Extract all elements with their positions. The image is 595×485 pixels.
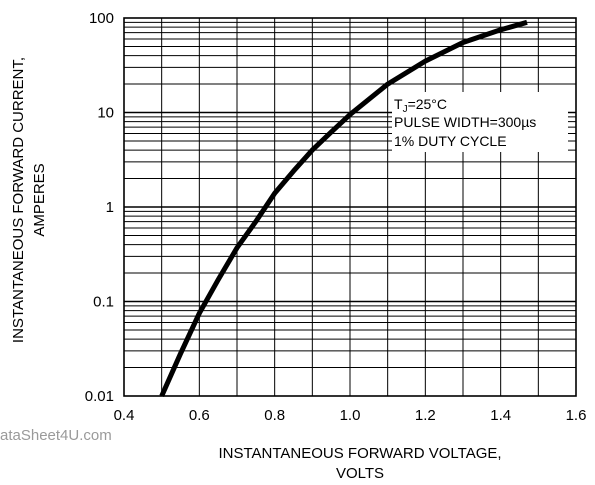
y-tick-label: 0.01 xyxy=(85,388,114,405)
annotation-temperature: TJ=25°C xyxy=(394,96,447,115)
y-tick-label: 1 xyxy=(106,199,114,216)
annotation-background xyxy=(392,92,568,152)
test-conditions-annotation: TJ=25°C PULSE WIDTH=300µs 1% DUTY CYCLE xyxy=(392,92,568,152)
y-tick-label: 0.1 xyxy=(93,294,114,311)
x-axis-label-units: VOLTS xyxy=(336,465,384,482)
plot-frame xyxy=(123,17,577,397)
x-tick-label: 1.0 xyxy=(340,407,361,424)
annotation-duty-cycle: 1% DUTY CYCLE xyxy=(394,133,507,149)
temperature-value: =25°C xyxy=(408,96,447,112)
x-tick-label: 0.4 xyxy=(114,407,135,424)
forward-current-curve xyxy=(159,19,528,398)
x-axis-label: INSTANTANEOUS FORWARD VOLTAGE, xyxy=(218,445,501,462)
y-tick-label: 10 xyxy=(97,105,114,122)
y-axis-label: INSTANTANEOUS FORWARD CURRENT, xyxy=(10,57,27,343)
grid xyxy=(124,18,576,396)
x-tick-label: 0.6 xyxy=(189,407,210,424)
y-tick-label: 100 xyxy=(89,10,114,27)
annotation-pulse-width: PULSE WIDTH=300µs xyxy=(394,114,536,130)
x-tick-label: 1.4 xyxy=(490,407,511,424)
x-tick-label: 0.8 xyxy=(264,407,285,424)
watermark-text: ataSheet4U.com xyxy=(0,427,112,444)
x-tick-label: 1.6 xyxy=(566,407,587,424)
x-tick-label: 1.2 xyxy=(415,407,436,424)
temperature-subscript: J xyxy=(403,104,408,115)
temperature-symbol: T xyxy=(394,96,403,112)
tick-labels: 0.4 0.6 0.8 1.0 1.2 1.4 1.6 0.01 0.1 1 10 100 xyxy=(85,10,587,424)
y-axis-label-units: AMPERES xyxy=(31,163,48,236)
